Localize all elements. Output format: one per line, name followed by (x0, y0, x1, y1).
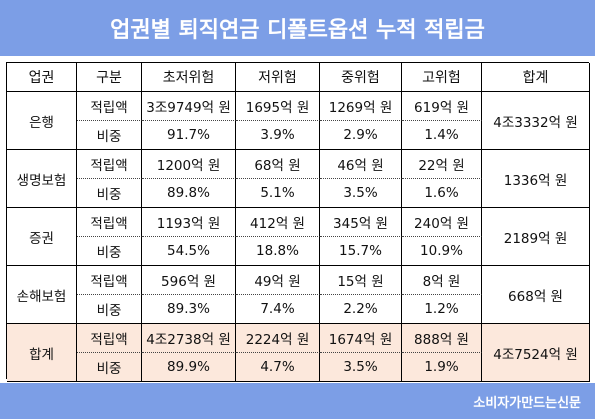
row-label: 적립액 (77, 92, 142, 121)
row-label: 비중 (77, 353, 142, 382)
table-cell: 2.2% (320, 295, 402, 324)
table-cell: 7.4% (236, 295, 320, 324)
table-cell: 1.2% (402, 295, 482, 324)
table-cell: 46억 원 (320, 150, 402, 179)
row-label: 비중 (77, 295, 142, 324)
row-group-label: 은행 (7, 92, 77, 150)
column-header-ultra-low-risk: 초저위험 (142, 63, 236, 92)
row-label: 비중 (77, 237, 142, 266)
column-header-sector: 업권 (7, 63, 77, 92)
table-cell: 1200억 원 (142, 150, 236, 179)
title-bar: 업권별 퇴직연금 디폴트옵션 누적 적립금 (0, 0, 595, 56)
group-total-cell: 1336억 원 (482, 150, 590, 208)
data-table: 업권 구분 초저위험 저위험 중위험 고위험 합계 은행 적립액 3조9749억… (6, 62, 590, 382)
table-cell: 2.9% (320, 121, 402, 150)
column-header-mid-risk: 중위험 (320, 63, 402, 92)
table-cell: 49억 원 (236, 266, 320, 295)
table-cell: 412억 원 (236, 208, 320, 237)
table-cell: 1.4% (402, 121, 482, 150)
table-cell: 1695억 원 (236, 92, 320, 121)
row-label: 적립액 (77, 324, 142, 353)
row-group-label: 손해보험 (7, 266, 77, 324)
table-cell: 8억 원 (402, 266, 482, 295)
table-cell: 4.7% (236, 353, 320, 382)
footer-bar: 소비자가만드는신문 (0, 383, 595, 419)
table-cell: 240억 원 (402, 208, 482, 237)
table-cell: 1269억 원 (320, 92, 402, 121)
page-title: 업권별 퇴직연금 디폴트옵션 누적 적립금 (110, 18, 485, 43)
table-cell: 1193억 원 (142, 208, 236, 237)
table-cell: 4조2738억 원 (142, 324, 236, 353)
group-total-cell: 2189억 원 (482, 208, 590, 266)
row-label: 적립액 (77, 266, 142, 295)
group-total-cell: 668억 원 (482, 266, 590, 324)
row-group-label: 합계 (7, 324, 77, 382)
table-cell: 3조9749억 원 (142, 92, 236, 121)
table-cell: 2224억 원 (236, 324, 320, 353)
table-cell: 89.9% (142, 353, 236, 382)
table-cell: 10.9% (402, 237, 482, 266)
table-cell: 1.6% (402, 179, 482, 208)
table-cell: 15억 원 (320, 266, 402, 295)
table-cell: 1.9% (402, 353, 482, 382)
table-cell: 619억 원 (402, 92, 482, 121)
group-total-cell: 4조3332억 원 (482, 92, 590, 150)
row-group-label: 증권 (7, 208, 77, 266)
column-header-low-risk: 저위험 (236, 63, 320, 92)
table-cell: 3.5% (320, 179, 402, 208)
table-cell: 5.1% (236, 179, 320, 208)
row-label: 적립액 (77, 208, 142, 237)
row-group-label: 생명보험 (7, 150, 77, 208)
column-header-category: 구분 (77, 63, 142, 92)
table-cell: 1674억 원 (320, 324, 402, 353)
table-cell: 888억 원 (402, 324, 482, 353)
row-label: 적립액 (77, 150, 142, 179)
table-cell: 15.7% (320, 237, 402, 266)
publisher-name: 소비자가만드는신문 (473, 395, 581, 411)
row-label: 비중 (77, 121, 142, 150)
table-cell: 54.5% (142, 237, 236, 266)
table-cell: 345억 원 (320, 208, 402, 237)
table-cell: 89.3% (142, 295, 236, 324)
grand-total-cell: 4조7524억 원 (482, 324, 590, 382)
table-cell: 3.9% (236, 121, 320, 150)
table-cell: 22억 원 (402, 150, 482, 179)
table-cell: 91.7% (142, 121, 236, 150)
table-cell: 18.8% (236, 237, 320, 266)
table-cell: 89.8% (142, 179, 236, 208)
table-cell: 596억 원 (142, 266, 236, 295)
table-cell: 3.5% (320, 353, 402, 382)
column-header-total: 합계 (482, 63, 590, 92)
table-cell: 68억 원 (236, 150, 320, 179)
column-header-high-risk: 고위험 (402, 63, 482, 92)
row-label: 비중 (77, 179, 142, 208)
